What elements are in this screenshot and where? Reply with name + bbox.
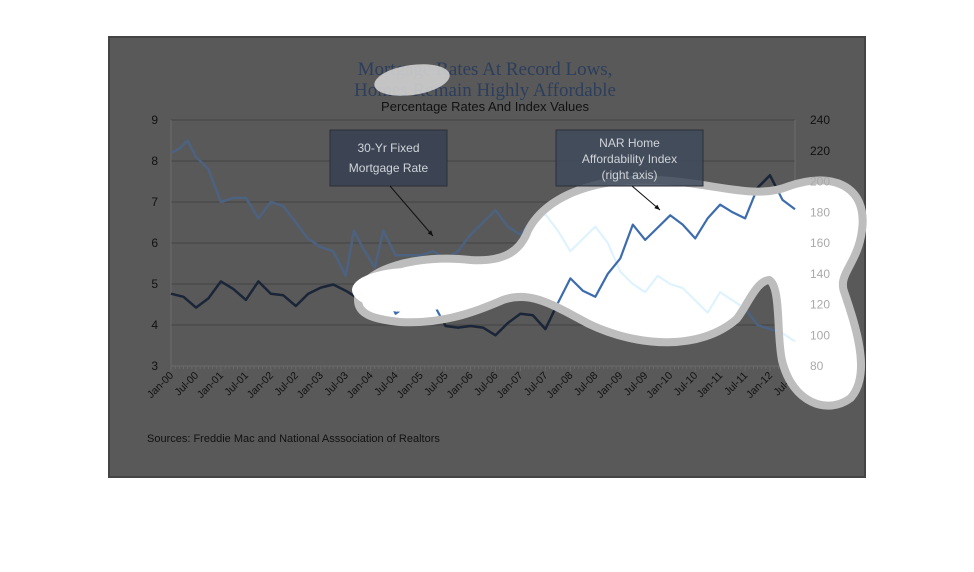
annotation-text: NAR Home	[599, 136, 660, 150]
left-axis-tick-label: 8	[151, 154, 158, 168]
left-axis-tick-label: 7	[151, 195, 158, 209]
annotation-text: Affordability Index	[582, 152, 677, 166]
right-axis-tick-label: 220	[810, 144, 830, 158]
annotation-arrow	[389, 185, 434, 237]
right-axis-tick-label: 240	[810, 113, 830, 127]
right-axis-tick-label: 140	[810, 267, 830, 281]
right-axis-tick-label: 160	[810, 236, 830, 250]
annotation-arrow	[631, 185, 661, 211]
right-axis-tick-label: 120	[810, 298, 830, 312]
annotation-text: Mortgage Rate	[349, 161, 429, 175]
title-highlight-blob	[374, 64, 450, 96]
source-note: Sources: Freddie Mac and National Asssoc…	[147, 433, 440, 445]
annotation-mortgage-rate: 30-Yr Fixed Mortgage Rate	[329, 129, 448, 237]
annotation-box	[329, 129, 448, 187]
arrowhead-icon	[654, 204, 660, 210]
chart-subtitle: Percentage Rates And Index Values	[381, 99, 589, 114]
left-axis-tick-label: 6	[151, 236, 158, 250]
left-axis-tick-label: 9	[151, 113, 158, 127]
annotation-text: (right axis)	[601, 168, 657, 182]
annotations: 30-Yr Fixed Mortgage Rate NAR Home Affordab…	[329, 129, 704, 312]
annotation-box	[555, 129, 704, 187]
annotation-text: 30-Yr Fixed	[357, 141, 419, 155]
right-axis-tick-label: 200	[810, 175, 830, 189]
right-axis-tick-label: 180	[810, 205, 830, 219]
left-axis-tick-label: 3	[151, 359, 158, 373]
right-axis-tick-label: 80	[810, 359, 824, 373]
right-axis: 80 100 120 140 160 180 200 220 240	[810, 113, 830, 373]
annotation-affordability-index: NAR Home Affordability Index (right axis)	[555, 129, 704, 211]
right-axis-tick-label: 100	[810, 328, 830, 342]
left-axis-tick-label: 5	[151, 277, 158, 291]
highlight-blob-inner	[352, 268, 468, 312]
arrowhead-icon	[427, 230, 433, 236]
left-axis-tick-label: 4	[151, 318, 158, 332]
